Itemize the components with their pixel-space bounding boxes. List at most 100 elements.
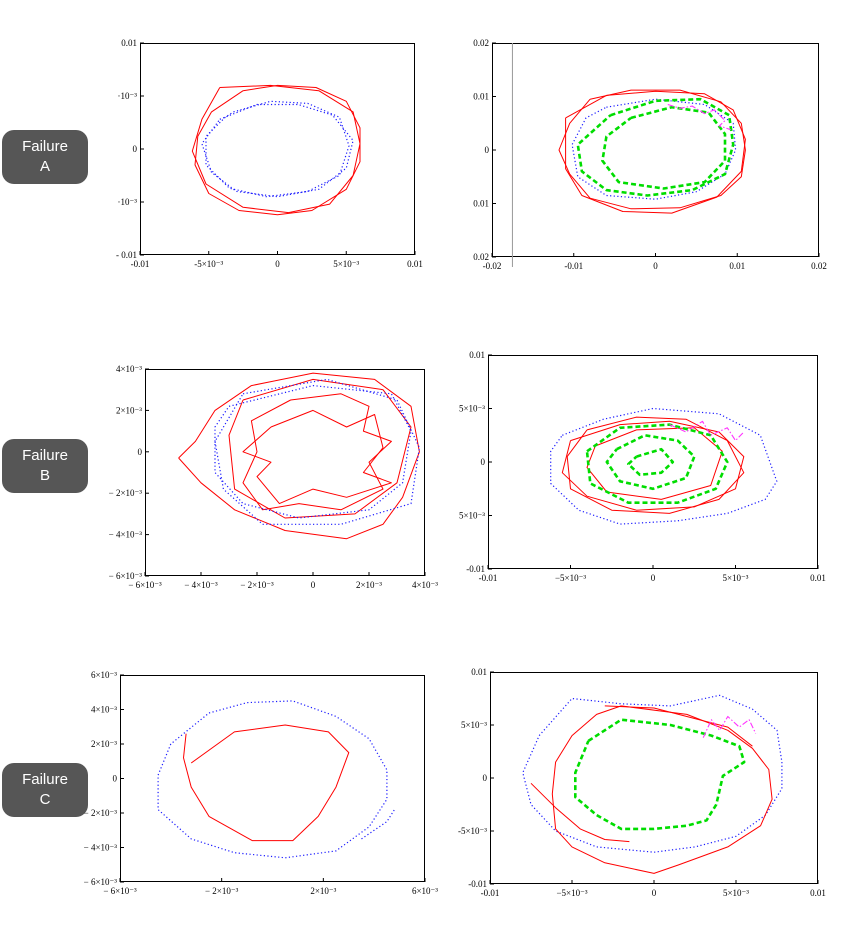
series-line-red <box>566 416 745 514</box>
series-line-red <box>194 84 361 216</box>
x-tick-label: − 6×10⁻³ <box>103 886 137 896</box>
series-line-red <box>558 89 746 210</box>
x-tick-label: 0 <box>652 888 657 898</box>
y-tick-label: 0 <box>133 144 138 154</box>
y-tick-label: 0.02 <box>473 38 489 48</box>
series-line-green <box>576 97 735 197</box>
series-line-red <box>561 420 745 511</box>
y-tick-label: − 6×10⁻³ <box>84 877 118 887</box>
x-tick-label: − 6×10⁻³ <box>128 580 162 590</box>
y-tick-label: 0 <box>138 447 143 457</box>
y-tick-label: 0.02 <box>473 252 489 262</box>
series-line-blue <box>201 103 354 198</box>
badge-line2: B <box>39 467 50 484</box>
x-tick-label: -0.01 <box>481 888 500 898</box>
y-tick-label: ·10⁻³ <box>118 197 138 207</box>
y-tick-label: 0.01 <box>473 199 489 209</box>
failure-a-left-plot: -0.01 -5×10⁻³ 0 5×10⁻³ 0.01 0.01 ·10⁻³ 0 ·10⁻³ - … <box>116 38 423 269</box>
y-tick-label: 4×10⁻³ <box>116 364 142 374</box>
failure-a-right-plot: -0.02 -0.01 0 0.01 0.02 0.02 0.01 0 0.01 0.02 <box>473 38 827 271</box>
y-tick-label: 0 <box>483 773 488 783</box>
badge-line1: Failure <box>22 447 68 464</box>
series-line-magenta <box>667 103 731 131</box>
x-tick-label: 0 <box>651 573 656 583</box>
plot-frame <box>492 43 819 257</box>
series-line-red <box>242 409 392 505</box>
series-line-blue <box>361 809 396 840</box>
y-tick-label: − 4×10⁻³ <box>109 530 143 540</box>
failure-b-badge: Failure B <box>2 439 88 493</box>
x-tick-label: -0.02 <box>483 261 502 271</box>
failure-a-badge: Failure A <box>2 130 88 184</box>
x-tick-label: 5×10⁻³ <box>723 888 749 898</box>
y-tick-label: − 2×10⁻³ <box>84 808 118 818</box>
x-tick-label: -0.01 <box>479 573 498 583</box>
y-tick-label: 2×10⁻³ <box>91 739 117 749</box>
series-line-red <box>191 84 361 214</box>
series-line-magenta <box>702 715 757 738</box>
x-tick-label: − 4×10⁻³ <box>184 580 218 590</box>
y-tick-label: - 0.01 <box>116 250 137 260</box>
plot-frame <box>145 369 425 576</box>
y-tick-label: ·10⁻³ <box>118 91 138 101</box>
x-tick-label: 2×10⁻³ <box>356 580 382 590</box>
y-tick-label: 5×10⁻³ <box>461 720 487 730</box>
series-line-red <box>604 705 753 747</box>
x-tick-label: 2×10⁻³ <box>310 886 336 896</box>
y-tick-label: 5×10⁻³ <box>459 511 485 521</box>
x-tick-label: 0.01 <box>810 888 826 898</box>
y-tick-label: 0 <box>481 457 486 467</box>
x-tick-label: 0.01 <box>810 573 826 583</box>
badge-line1: Failure <box>22 771 68 788</box>
x-tick-label: 6×10⁻³ <box>412 886 438 896</box>
series-line-green <box>627 447 675 477</box>
badge-line1: Failure <box>22 138 68 155</box>
series-line-red <box>586 427 723 500</box>
y-tick-label: − 4×10⁻³ <box>84 843 118 853</box>
series-line-blue <box>550 407 778 525</box>
series-line-blue <box>205 100 350 198</box>
y-tick-label: -0.01 <box>468 879 487 889</box>
plot-frame <box>490 672 818 884</box>
series-line-blue <box>214 385 412 519</box>
series-line-green <box>601 105 727 190</box>
series-line-red <box>183 724 350 842</box>
y-tick-label: 0.01 <box>473 92 489 102</box>
series-line-red <box>242 393 392 511</box>
series-line-blue <box>214 378 420 525</box>
x-tick-label: −5×10⁻³ <box>555 573 586 583</box>
x-tick-label: 4×10⁻³ <box>412 580 438 590</box>
x-tick-label: -5×10⁻³ <box>194 259 223 269</box>
series-line-red <box>178 372 420 540</box>
x-tick-label: 0.01 <box>407 259 423 269</box>
x-tick-label: 5×10⁻³ <box>722 573 748 583</box>
failure-b-right-plot: -0.01 −5×10⁻³ 0 5×10⁻³ 0.01 0.01 5×10⁻³ 0 5×10⁻³… <box>459 350 826 583</box>
x-tick-label: 0 <box>275 259 280 269</box>
x-tick-label: 0 <box>311 580 316 590</box>
y-tick-label: -0.01 <box>466 564 485 574</box>
series-line-green <box>585 423 729 504</box>
series-line-green <box>574 718 746 831</box>
plot-frame <box>140 43 415 255</box>
badge-line2: A <box>39 158 50 175</box>
y-tick-label: 5×10⁻³ <box>459 404 485 414</box>
failure-c-badge: Failure C <box>2 763 88 817</box>
series-line-red <box>530 782 630 843</box>
series-line-blue <box>157 700 388 859</box>
series-line-red <box>228 378 412 519</box>
series-line-blue <box>522 694 783 853</box>
x-tick-label: 0.01 <box>729 261 745 271</box>
x-tick-label: −5×10⁻³ <box>556 888 587 898</box>
x-tick-label: 0 <box>653 261 658 271</box>
y-tick-label: -5×10⁻³ <box>458 826 487 836</box>
y-tick-label: 0.01 <box>121 38 137 48</box>
series-line-green <box>605 434 696 491</box>
series-line-red <box>565 90 746 214</box>
x-tick-label: − 2×10⁻³ <box>240 580 274 590</box>
y-tick-label: 6×10⁻³ <box>91 670 117 680</box>
plot-frame <box>120 675 425 882</box>
failure-c-right-plot: -0.01 −5×10⁻³ 0 5×10⁻³ 0.01 0.01 5×10⁻³ 0 -5×10⁻… <box>458 667 826 898</box>
x-tick-label: -0.01 <box>564 261 583 271</box>
x-tick-label: 0.02 <box>811 261 827 271</box>
y-tick-label: 0 <box>485 145 490 155</box>
